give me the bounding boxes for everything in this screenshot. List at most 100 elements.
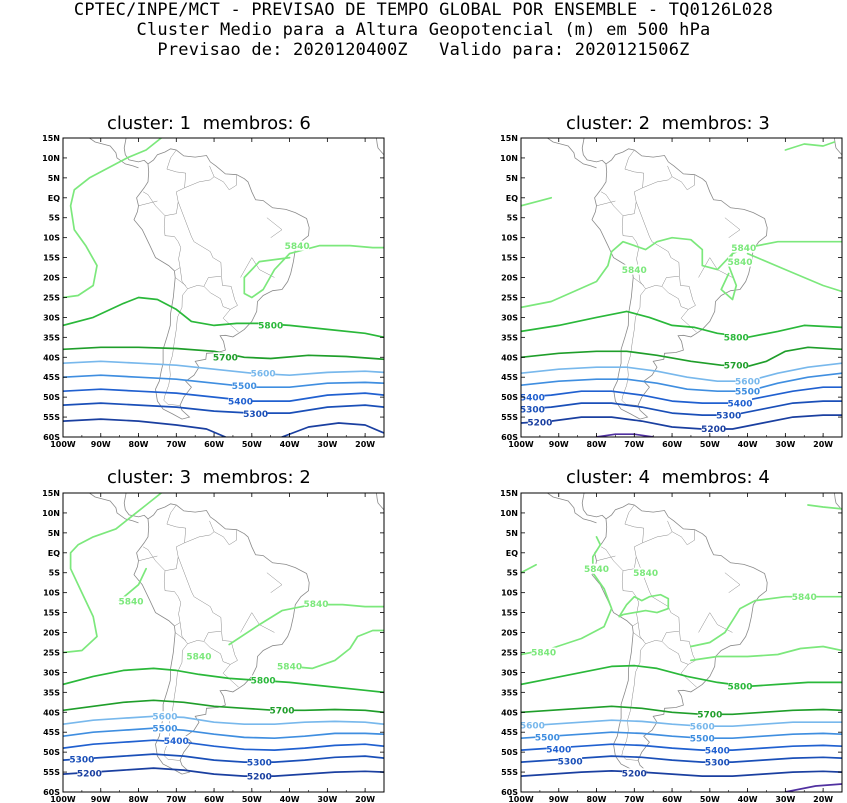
lon-tick-label: 30W xyxy=(775,440,795,449)
contour-label-5700: 5700 xyxy=(724,361,749,371)
contour-label-5400: 5400 xyxy=(520,393,545,403)
lon-tick-label: 90W xyxy=(549,440,569,449)
contour-label-5840: 5840 xyxy=(303,600,328,610)
contour-label-5300: 5300 xyxy=(705,758,730,768)
lat-tick-label: 5N xyxy=(48,174,60,183)
map-frame xyxy=(520,492,843,793)
contour-label-5300: 5300 xyxy=(520,405,545,415)
contour-label-5500: 5500 xyxy=(232,382,257,392)
country-border xyxy=(138,555,158,562)
lat-tick-label: 60S xyxy=(501,433,518,442)
lon-tick-label: 60W xyxy=(204,795,224,803)
lat-tick-label: 25S xyxy=(501,293,518,302)
contour-5100 xyxy=(595,433,655,437)
contour-label-5840: 5840 xyxy=(531,649,556,659)
contour-label-5840: 5840 xyxy=(622,266,647,276)
header-line-1: CPTEC/INPE/MCT - PREVISAO DE TEMPO GLOBA… xyxy=(73,0,774,20)
contour-label-5400: 5400 xyxy=(728,399,753,409)
contour-5100 xyxy=(784,783,842,792)
country-border xyxy=(600,149,644,216)
contour-5840 xyxy=(521,536,613,656)
lon-tick-label: 50W xyxy=(242,795,262,803)
lat-tick-label: 30S xyxy=(501,668,518,677)
lat-tick-label: 5S xyxy=(507,569,519,578)
lon-tick-label: 60W xyxy=(662,795,682,803)
contour-5500 xyxy=(63,727,384,740)
lat-tick-label: 25S xyxy=(43,293,60,302)
country-border xyxy=(600,504,644,571)
country-border xyxy=(184,165,215,189)
contour-label-5300: 5300 xyxy=(69,756,94,766)
lon-tick-label: 100W xyxy=(508,795,534,803)
coastline-island xyxy=(645,479,651,481)
country-border xyxy=(596,200,616,207)
country-border xyxy=(698,257,733,278)
contour-label-5800: 5800 xyxy=(724,334,749,344)
contour-label-5800: 5800 xyxy=(258,322,283,332)
contour-5500 xyxy=(521,731,842,740)
lon-tick-label: 60W xyxy=(204,440,224,449)
country-border xyxy=(633,632,644,641)
contour-label-5700: 5700 xyxy=(213,353,238,363)
country-border xyxy=(621,288,646,406)
contour-label-5840: 5840 xyxy=(285,242,310,252)
contour-5200 xyxy=(63,767,384,777)
lat-tick-label: 15S xyxy=(43,609,60,618)
map-frame xyxy=(62,492,385,793)
lat-tick-label: 5N xyxy=(506,174,518,183)
lon-tick-label: 100W xyxy=(50,795,76,803)
country-border xyxy=(138,200,158,207)
coastline-africa xyxy=(834,138,842,156)
lat-tick-label: 5N xyxy=(506,529,518,538)
country-border xyxy=(175,277,186,286)
lat-tick-label: 15S xyxy=(43,254,60,263)
contour-5400 xyxy=(521,743,842,751)
lat-tick-label: EQ xyxy=(506,194,518,203)
country-border xyxy=(266,217,283,238)
contour-5840 xyxy=(690,595,842,648)
coastline-africa xyxy=(376,493,384,511)
contour-5800 xyxy=(63,667,384,694)
lat-tick-label: 20S xyxy=(501,274,518,283)
contour-label-5600: 5600 xyxy=(251,369,276,379)
lon-tick-label: 80W xyxy=(129,795,149,803)
coastline-africa xyxy=(834,493,842,511)
contour-label-5840: 5840 xyxy=(728,258,753,268)
contour-label-5840: 5840 xyxy=(277,663,302,673)
contour-5700 xyxy=(63,699,384,714)
lat-tick-label: 10S xyxy=(43,234,60,243)
lon-tick-label: 100W xyxy=(50,440,76,449)
contour-label-5200: 5200 xyxy=(77,769,102,779)
contour-5700 xyxy=(521,346,842,368)
lat-tick-label: 30S xyxy=(43,668,60,677)
lat-tick-label: 50S xyxy=(501,748,518,757)
contour-5700 xyxy=(521,705,842,716)
country-border xyxy=(661,286,689,310)
country-border xyxy=(635,556,697,688)
contour-label-5840: 5840 xyxy=(633,569,658,579)
coastline-central-america xyxy=(89,138,139,169)
lat-tick-label: 30S xyxy=(501,313,518,322)
contour-label-5600: 5600 xyxy=(152,712,177,722)
lat-tick-label: 25S xyxy=(43,648,60,657)
lon-tick-label: 70W xyxy=(166,795,186,803)
contour-label-5300: 5300 xyxy=(243,410,268,420)
lat-tick-label: 15N xyxy=(500,489,518,498)
country-border xyxy=(163,570,182,627)
contour-label-5600: 5600 xyxy=(735,377,760,387)
lat-tick-label: 10S xyxy=(501,234,518,243)
contour-label-5300: 5300 xyxy=(716,411,741,421)
country-border xyxy=(142,504,186,571)
contour-label-5200: 5200 xyxy=(527,418,552,428)
lat-tick-label: 35S xyxy=(43,333,60,342)
contour-5840 xyxy=(746,252,842,293)
coastline-south-america xyxy=(591,503,768,775)
country-border xyxy=(240,257,275,278)
lon-tick-label: 70W xyxy=(624,795,644,803)
country-border xyxy=(266,572,283,593)
contour-label-5200: 5200 xyxy=(247,772,272,782)
country-border xyxy=(240,612,275,633)
country-border xyxy=(213,530,237,546)
contour-5840 xyxy=(618,593,670,618)
lon-tick-label: 60W xyxy=(662,440,682,449)
